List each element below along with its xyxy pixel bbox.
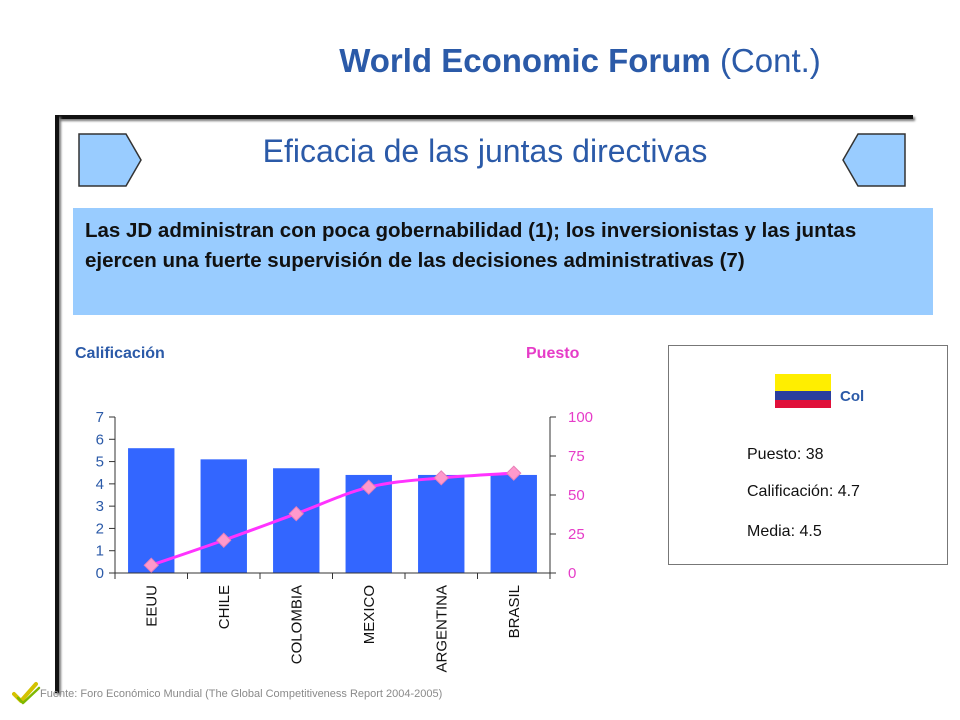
puesto-marker-colombia (288, 506, 304, 522)
nav-back-shape[interactable] (78, 133, 142, 187)
left-tick-label: 7 (96, 409, 104, 426)
title-suffix: (Cont.) (719, 42, 821, 79)
right-axis-title: Puesto (526, 345, 580, 362)
category-label-chile: CHILE (216, 585, 233, 629)
bar-eeuu (128, 448, 175, 573)
category-label-mexico: MEXICO (361, 585, 378, 644)
right-tick-label: 0 (568, 565, 576, 582)
right-tick-label: 75 (568, 448, 585, 465)
frame-left-rule (55, 115, 59, 693)
right-tick-label: 25 (568, 526, 585, 543)
colombia-flag-icon (775, 374, 831, 408)
category-label-argentina: ARGENTINA (433, 585, 450, 673)
puesto-marker-eeuu (143, 557, 159, 573)
puesto-marker-argentina (433, 470, 449, 486)
left-tick-label: 1 (96, 543, 104, 560)
category-label-eeuu: EEUU (143, 585, 160, 627)
page-title: World Economic Forum (Cont.) (0, 42, 960, 80)
left-tick-label: 6 (96, 431, 104, 448)
slide-subtitle: Eficacia de las juntas directivas (262, 133, 708, 169)
country-info-box: Col Puesto: 38 Calificación: 4.7 Media: … (668, 345, 948, 565)
right-tick-label: 50 (568, 487, 585, 504)
bar-brasil (490, 474, 537, 573)
flag-label: Col (840, 388, 865, 405)
left-axis-title: Calificación (75, 345, 165, 362)
title-main: World Economic Forum (339, 42, 711, 79)
puesto-marker-mexico (361, 479, 377, 495)
highlight-box: Las JD administran con poca gobernabilid… (73, 208, 933, 315)
nav-forward-shape[interactable] (842, 133, 906, 187)
bar-chile (200, 459, 247, 573)
category-label-colombia: COLOMBIA (288, 585, 305, 664)
left-tick-label: 4 (96, 476, 104, 493)
puesto-marker-brasil (506, 465, 522, 481)
source-footer: Fuente: Foro Económico Mundial (The Glob… (40, 688, 443, 700)
right-tick-label: 100 (568, 409, 593, 426)
left-tick-label: 2 (96, 520, 104, 537)
info-puesto: Puesto: 38 (747, 446, 824, 463)
info-media: Media: 4.5 (747, 523, 822, 540)
combo-chart: 0 1 2 3 4 5 6 7 0 25 50 75 100 EEUU CHILE COLOMBIA MEXIC… (96, 409, 593, 673)
left-tick-label: 5 (96, 454, 104, 471)
logo-icon (12, 682, 41, 705)
puesto-marker-chile (216, 532, 232, 548)
bar-argentina (418, 474, 465, 573)
left-tick-label: 3 (96, 498, 104, 515)
category-label-brasil: BRASIL (506, 585, 523, 638)
frame-top-rule (55, 115, 913, 119)
info-calificacion: Calificación: 4.7 (747, 483, 860, 500)
left-tick-label: 0 (96, 565, 104, 582)
